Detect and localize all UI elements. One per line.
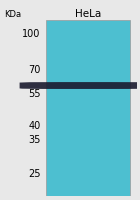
Text: KDa: KDa — [4, 10, 21, 19]
Text: 55: 55 — [28, 89, 40, 99]
Text: 100: 100 — [22, 29, 40, 39]
Text: 25: 25 — [28, 169, 40, 179]
FancyBboxPatch shape — [20, 82, 140, 89]
Text: 40: 40 — [28, 121, 40, 131]
Bar — [46, 20, 130, 196]
Text: HeLa: HeLa — [75, 9, 101, 19]
Text: 35: 35 — [28, 135, 40, 145]
Text: 70: 70 — [28, 65, 40, 75]
